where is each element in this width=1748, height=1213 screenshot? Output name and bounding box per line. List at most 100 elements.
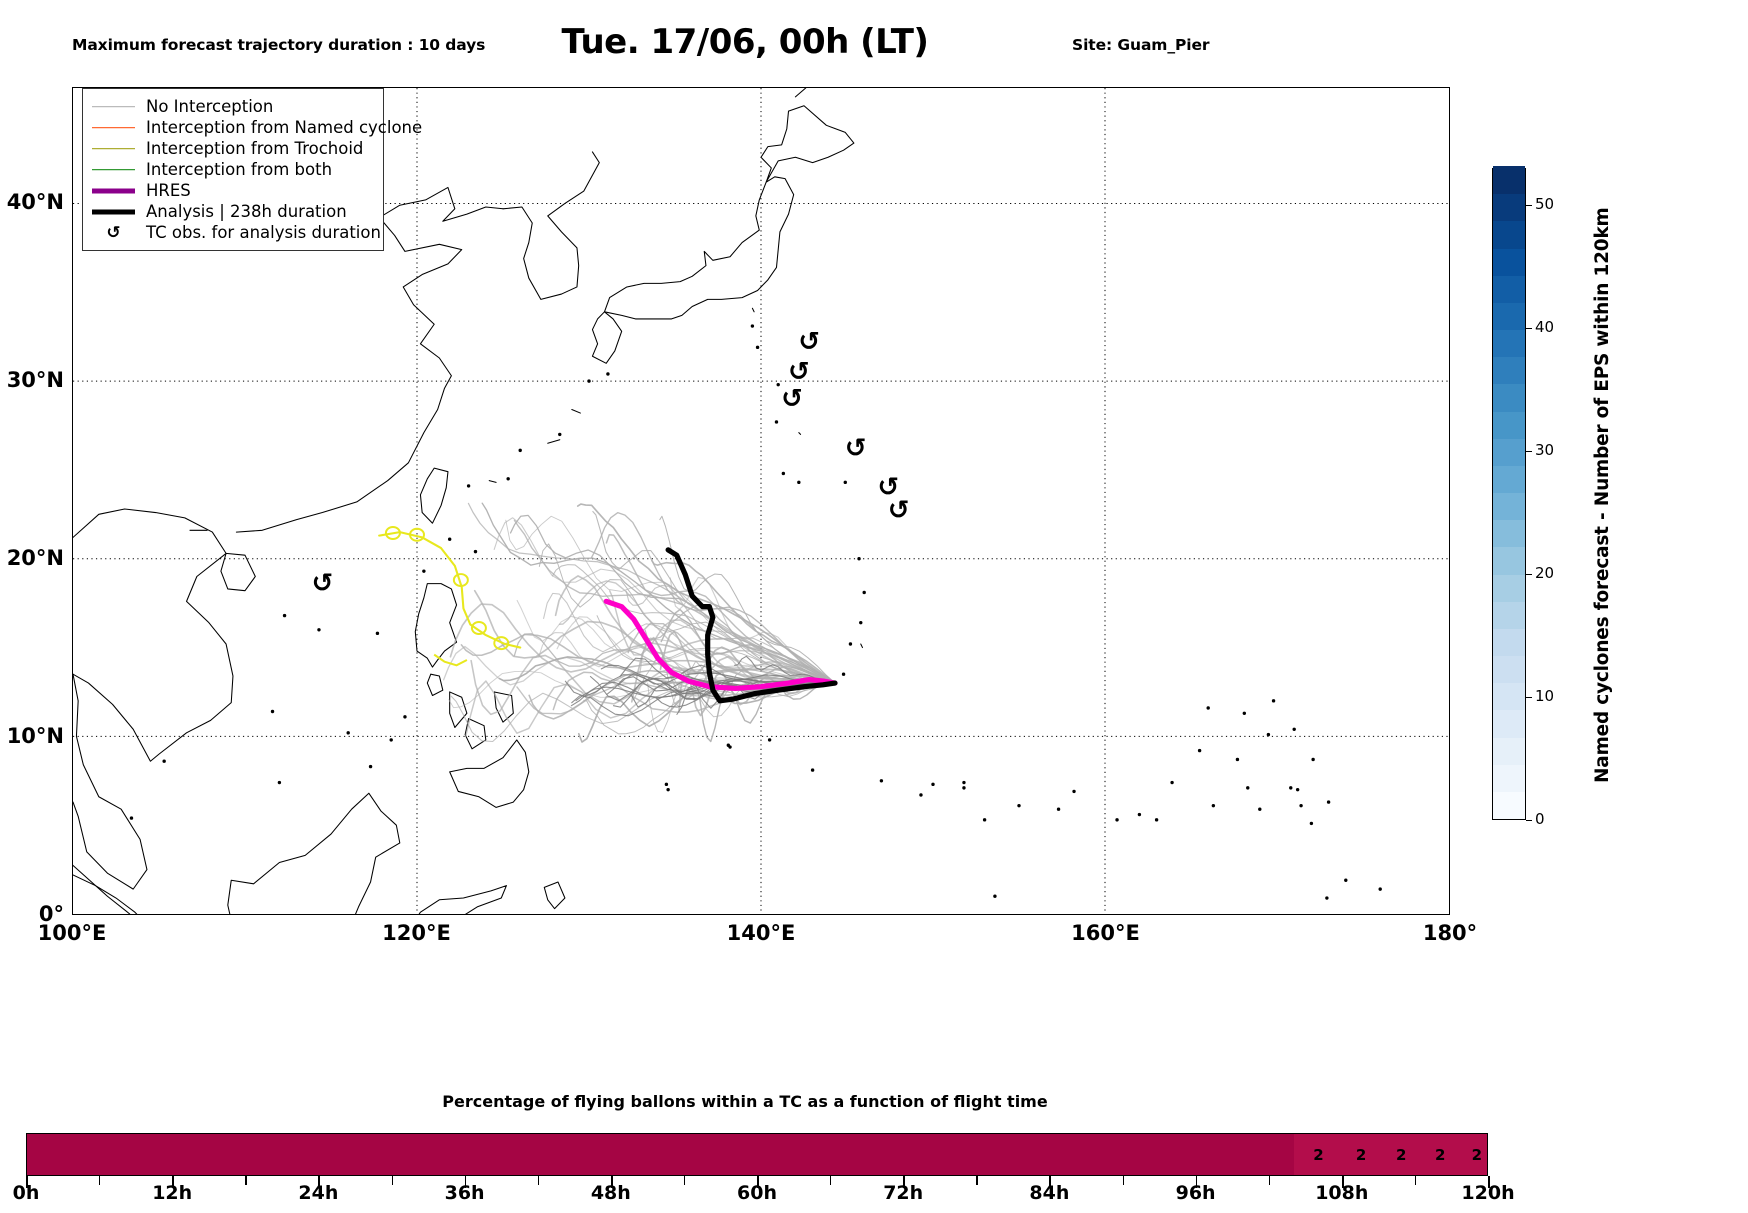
timeline-label-24: 24h (298, 1182, 339, 1204)
timeline-value-label-2: 2 (1396, 1145, 1407, 1164)
colorbar-segment-15 (1493, 383, 1525, 412)
timeline-label-72: 72h (883, 1182, 924, 1204)
legend-item-0[interactable]: No Interception (90, 96, 374, 117)
graticule-layer (73, 88, 1449, 914)
colorbar-segment-9 (1493, 546, 1525, 575)
timeline-tick-18 (245, 1176, 247, 1185)
timeline-tick-24 (318, 1176, 321, 1188)
legend-label-0: No Interception (146, 97, 274, 116)
timeline-tick-66 (830, 1176, 832, 1185)
longitude-tick-label-120: 120°E (382, 921, 451, 945)
timeline-tick-96 (1195, 1176, 1198, 1188)
colorbar-segment-7 (1493, 601, 1525, 629)
legend-line-swatch-4 (90, 184, 137, 198)
header-left-line-0: Maximum forecast trajectory duration : 1… (72, 36, 486, 54)
legend-line-swatch-5 (90, 205, 137, 219)
colorbar-segment-19 (1493, 275, 1525, 303)
timeline-tick-90 (1122, 1176, 1124, 1185)
tc-observation-marker-1: ↺ (788, 357, 810, 387)
latitude-tick-label-10: 10°N (6, 723, 64, 748)
colorbar-tick-label: 40 (1535, 317, 1555, 336)
tc-observation-marker-5: ↺ (888, 496, 910, 526)
colorbar-tick-mark (1526, 204, 1532, 207)
latitude-tick-label-0: 0° (38, 902, 64, 926)
timeline-caption: Percentage of flying ballons within a TC… (442, 1092, 1048, 1111)
colorbar-segment-18 (1493, 302, 1525, 330)
trochoid-tracks-layer (378, 525, 522, 667)
legend-item-4[interactable]: HRES (90, 180, 374, 201)
timeline-label-0: 0h (12, 1182, 40, 1204)
colorbar-segment-13 (1493, 438, 1525, 466)
timeline-label-96: 96h (1175, 1182, 1216, 1204)
legend-line-swatch-2 (90, 142, 137, 156)
ensemble-tracks-layer (443, 502, 836, 743)
colorbar-tick-mark (1526, 327, 1532, 330)
longitude-tick-label-100: 100°E (37, 921, 107, 945)
colorbar-segment-4 (1493, 682, 1525, 711)
colorbar-gradient (1492, 166, 1526, 820)
colorbar-tick-mark (1526, 573, 1532, 576)
colorbar-segment-6 (1493, 628, 1525, 656)
timeline[interactable]: 2 2 2 2 2 (26, 1133, 1488, 1176)
colorbar-tick-mark (1526, 450, 1532, 453)
timeline-label-36: 36h (444, 1182, 485, 1204)
legend-item-3[interactable]: Interception from both (90, 159, 374, 180)
colorbar-segment-14 (1493, 410, 1525, 439)
longitude-tick-label-160: 160°E (1071, 921, 1140, 945)
colorbar[interactable]: 0 10 20 30 40 50 (1492, 166, 1554, 828)
legend-label-3: Interception from both (146, 160, 333, 179)
longitude-tick-label-180: 180° (1422, 921, 1478, 945)
timeline-tick-12 (172, 1176, 174, 1188)
timeline-tick-0 (26, 1176, 28, 1188)
legend-line-swatch-1 (90, 121, 137, 135)
colorbar-segment-20 (1493, 247, 1525, 276)
legend-line-swatch-0 (90, 100, 137, 114)
timeline-tick-84 (1049, 1176, 1052, 1188)
timeline-value-label-1: 2 (1355, 1145, 1367, 1164)
map-canvas: ↺↺↺↺↺↺↺ (73, 88, 1449, 914)
timeline-segment-0 (27, 1134, 1295, 1175)
legend-item-1[interactable]: Interception from Named cyclone (90, 117, 422, 138)
timeline-value-label-4: 2 (1471, 1145, 1483, 1164)
timeline-label-120: 120h (1461, 1182, 1515, 1204)
colorbar-tick-mark (1526, 696, 1532, 699)
timeline-tick-54 (683, 1176, 686, 1185)
legend-item-5[interactable]: Analysis | 238h duration (90, 201, 374, 222)
legend-label-6: TC obs. for analysis duration (146, 223, 381, 242)
colorbar-tick-label: 10 (1535, 686, 1555, 705)
page-title: Tue. 17/06, 00h (LT) (561, 22, 929, 62)
latitude-tick-label-30: 30°N (6, 367, 64, 392)
legend-line-swatch-3 (90, 163, 137, 177)
timeline-tick-42 (537, 1176, 540, 1185)
colorbar-segment-17 (1493, 329, 1525, 358)
map-legend[interactable]: No Interception Interception from Named c… (82, 88, 422, 251)
colorbar-segment-22 (1493, 193, 1525, 222)
legend-item-6[interactable]: ↺ TC obs. for analysis duration (90, 222, 381, 243)
timeline-tick-114 (1414, 1176, 1417, 1185)
timeline-tick-6 (99, 1176, 101, 1185)
timeline-tick-36 (464, 1176, 467, 1188)
timeline-label-48: 48h (590, 1182, 631, 1204)
colorbar-tick-label: 30 (1535, 440, 1555, 459)
colorbar-tick-label: 50 (1535, 194, 1555, 213)
colorbar-segment-21 (1493, 220, 1525, 249)
colorbar-tick-label: 20 (1535, 563, 1555, 582)
legend-item-2[interactable]: Interception from Trochoid (90, 138, 374, 159)
colorbar-segment-3 (1493, 709, 1525, 738)
colorbar-segment-0 (1493, 791, 1525, 819)
tc-observation-marker-2: ↺ (781, 384, 803, 414)
colorbar-segment-12 (1493, 465, 1525, 493)
timeline-segment-1 (1294, 1134, 1487, 1175)
tc-observation-marker-4: ↺ (877, 473, 899, 503)
legend-label-2: Interception from Trochoid (146, 139, 364, 158)
latitude-tick-label-20: 20°N (6, 545, 64, 570)
timeline-bar[interactable]: 2 2 2 2 2 (26, 1133, 1488, 1176)
timeline-tick-120 (1488, 1176, 1490, 1188)
timeline-label-60: 60h (737, 1182, 777, 1204)
tc-obs-legend-icon: ↺ (106, 222, 121, 243)
colorbar-segment-1 (1493, 764, 1525, 792)
timeline-tick-108 (1341, 1176, 1344, 1188)
colorbar-title: Named cyclones forecast - Number of EPS … (1592, 207, 1613, 783)
colorbar-segment-2 (1493, 736, 1525, 765)
header-right-line-0: Site: Guam_Pier (1072, 36, 1210, 54)
